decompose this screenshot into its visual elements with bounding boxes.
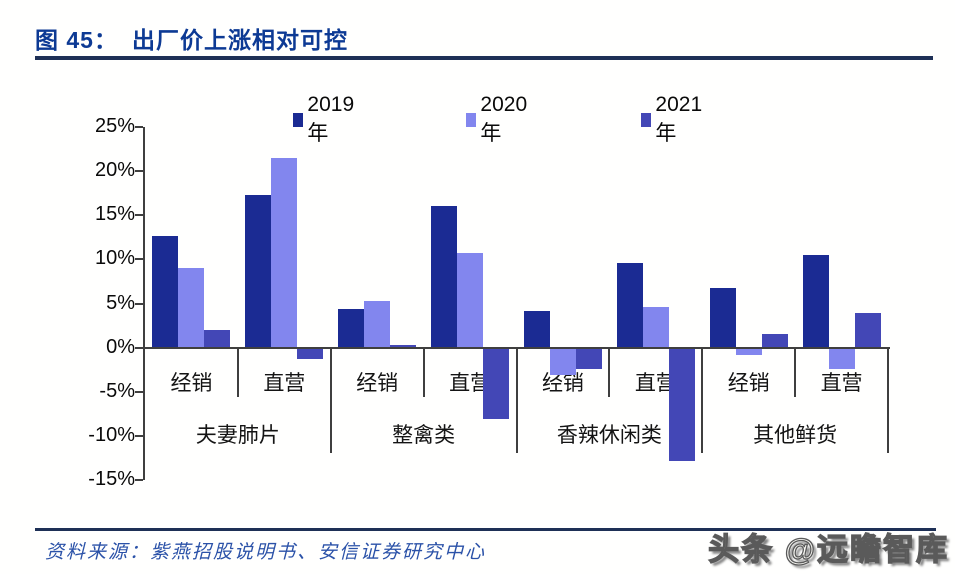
bar-2020年-整禽类·直营 bbox=[457, 253, 484, 348]
x-axis-group-label: 其他鲜货 bbox=[753, 424, 838, 447]
x-axis-subcategory-label: 直营 bbox=[820, 372, 863, 395]
bar-2019年-整禽类·直营 bbox=[431, 206, 458, 348]
subcategory-separator bbox=[422, 348, 425, 397]
legend-swatch-icon bbox=[293, 113, 304, 127]
x-axis-subcategory-label: 直营 bbox=[634, 372, 677, 395]
bar-2020年-香辣休闲类·直营 bbox=[642, 307, 669, 348]
bar-2021年-香辣休闲类·经销 bbox=[575, 348, 602, 369]
x-axis-subcategory-label: 直营 bbox=[449, 372, 492, 395]
x-axis-group-label: 香辣休闲类 bbox=[556, 424, 662, 447]
bar-2019年-整禽类·经销 bbox=[338, 308, 365, 348]
y-axis-tick-label: 25% bbox=[94, 115, 135, 137]
bar-2021年-夫妻肺片·直营 bbox=[297, 348, 324, 360]
bar-2019年-夫妻肺片·经销 bbox=[152, 235, 179, 348]
source-label: 资料来源： bbox=[45, 542, 151, 563]
source-row: 资料来源：紫燕招股说明书、安信证券研究中心 bbox=[45, 537, 486, 564]
title-divider bbox=[35, 56, 933, 60]
group-separator bbox=[887, 348, 889, 453]
y-axis-tick-label: -15% bbox=[88, 468, 135, 490]
legend-label: 2021年 bbox=[655, 93, 703, 145]
bar-2021年-整禽类·直营 bbox=[483, 348, 510, 420]
legend-label: 2019年 bbox=[307, 93, 355, 145]
y-axis-tick bbox=[135, 479, 143, 481]
bar-2019年-香辣休闲类·直营 bbox=[616, 262, 643, 348]
bar-2021年-其他鲜货·经销 bbox=[761, 334, 788, 348]
subcategory-separator bbox=[608, 348, 611, 397]
legend-label: 2020年 bbox=[480, 93, 528, 145]
y-axis-tick bbox=[135, 258, 143, 261]
y-axis-tick bbox=[135, 434, 143, 437]
y-axis-tick-label: 20% bbox=[94, 159, 135, 182]
y-axis-tick-label: 5% bbox=[106, 291, 135, 314]
y-axis-tick bbox=[135, 390, 143, 393]
bar-2021年-香辣休闲类·直营 bbox=[668, 348, 695, 461]
x-axis-subcategory-label: 经销 bbox=[727, 372, 770, 395]
y-axis-tick bbox=[135, 214, 143, 217]
bar-2019年-其他鲜货·直营 bbox=[802, 254, 829, 348]
legend-item-2019年: 2019年 bbox=[293, 93, 358, 147]
bar-2020年-夫妻肺片·直营 bbox=[271, 157, 298, 348]
y-axis-tick bbox=[135, 170, 143, 173]
subcategory-separator bbox=[236, 348, 239, 397]
x-axis-subcategory-label: 经销 bbox=[541, 372, 584, 395]
x-axis-subcategory-label: 经销 bbox=[170, 372, 213, 395]
y-axis-tick bbox=[135, 346, 143, 349]
x-axis-subcategory-label: 经销 bbox=[356, 372, 399, 395]
y-axis-line bbox=[143, 127, 145, 480]
y-axis-tick bbox=[135, 126, 143, 128]
y-axis-tick-label: -5% bbox=[99, 379, 135, 402]
y-axis-tick-label: -10% bbox=[88, 423, 135, 446]
y-axis-tick bbox=[135, 302, 143, 305]
legend-item-2021年: 2021年 bbox=[641, 93, 706, 147]
legend-swatch-icon bbox=[641, 113, 652, 127]
legend-item-2020年: 2020年 bbox=[466, 93, 531, 147]
y-axis-tick-label: 15% bbox=[94, 203, 135, 226]
figure-number-label: 图 45： bbox=[35, 27, 118, 53]
legend-swatch-icon bbox=[466, 113, 477, 127]
source-text: 紫燕招股说明书、安信证券研究中心 bbox=[150, 542, 487, 563]
bar-2021年-其他鲜货·直营 bbox=[854, 313, 881, 348]
group-separator bbox=[329, 348, 332, 453]
bar-2020年-其他鲜货·经销 bbox=[735, 348, 762, 355]
bar-2020年-其他鲜货·直营 bbox=[828, 348, 855, 369]
bar-2019年-其他鲜货·经销 bbox=[709, 288, 736, 348]
bar-2021年-整禽类·经销 bbox=[390, 344, 417, 348]
watermark-toutiao: 头条 @远瞻智库 bbox=[708, 531, 949, 567]
figure-title-row: 图 45： 出厂价上涨相对可控 bbox=[35, 21, 348, 55]
x-axis-zero-line bbox=[145, 346, 890, 349]
bar-2020年-整禽类·经销 bbox=[364, 300, 391, 348]
bar-2020年-夫妻肺片·经销 bbox=[178, 268, 205, 348]
y-axis-tick-label: 10% bbox=[94, 247, 135, 270]
footer-divider bbox=[35, 528, 936, 531]
subcategory-separator bbox=[794, 348, 797, 397]
bar-2021年-夫妻肺片·经销 bbox=[204, 329, 231, 348]
group-separator bbox=[515, 348, 518, 453]
y-axis-tick-label: 0% bbox=[106, 335, 135, 358]
bar-2020年-香辣休闲类·经销 bbox=[549, 348, 576, 376]
figure-title: 出厂价上涨相对可控 bbox=[131, 27, 348, 53]
x-axis-group-label: 夫妻肺片 bbox=[195, 424, 280, 447]
bar-2019年-香辣休闲类·经销 bbox=[523, 310, 550, 348]
group-separator bbox=[701, 348, 704, 453]
bar-2019年-夫妻肺片·直营 bbox=[245, 194, 272, 348]
x-axis-group-label: 整禽类 bbox=[392, 424, 456, 447]
x-axis-subcategory-label: 直营 bbox=[263, 372, 306, 395]
